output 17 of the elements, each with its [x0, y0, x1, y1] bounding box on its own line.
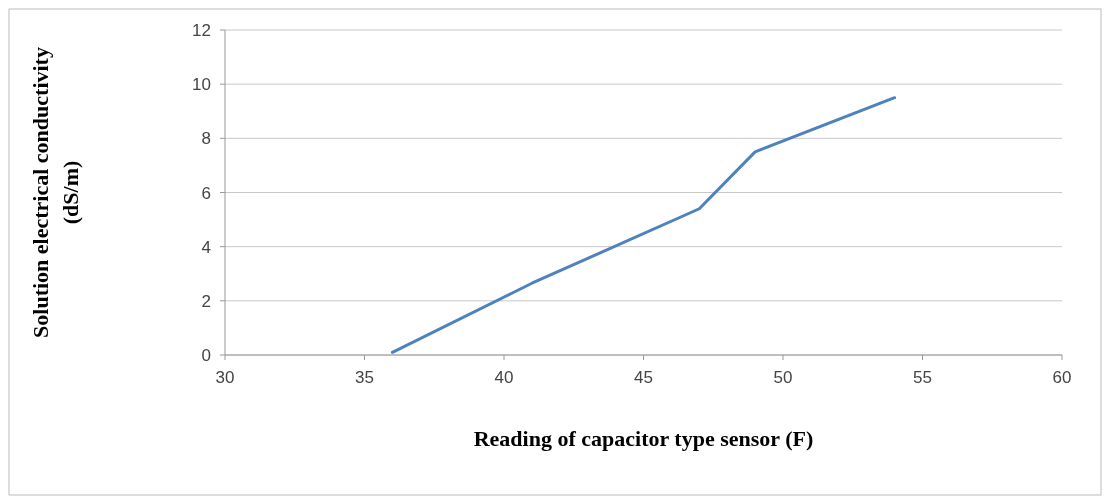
x-tick-label: 45	[634, 368, 653, 387]
y-tick-label: 4	[201, 237, 211, 257]
y-tick-label: 0	[201, 346, 211, 365]
y-tick-label: 2	[201, 291, 211, 311]
x-axis-title: Reading of capacitor type sensor (F)	[473, 426, 814, 451]
x-tick-label: 55	[913, 368, 932, 387]
y-tick-label: 8	[201, 129, 211, 149]
y-tick-label: 10	[192, 75, 211, 95]
x-tick-label: 60	[1052, 368, 1072, 387]
x-tick-label: 30	[215, 368, 235, 387]
y-axis-title: Solution electrical conductivity (dS/m)	[28, 47, 83, 338]
line-series	[390, 96, 897, 354]
x-tick-label: 35	[355, 368, 374, 387]
x-tick-label: 40	[494, 368, 514, 387]
y-tick-label: 6	[201, 183, 211, 203]
x-tick-label: 50	[773, 368, 793, 387]
y-tick-label: 12	[192, 21, 211, 40]
